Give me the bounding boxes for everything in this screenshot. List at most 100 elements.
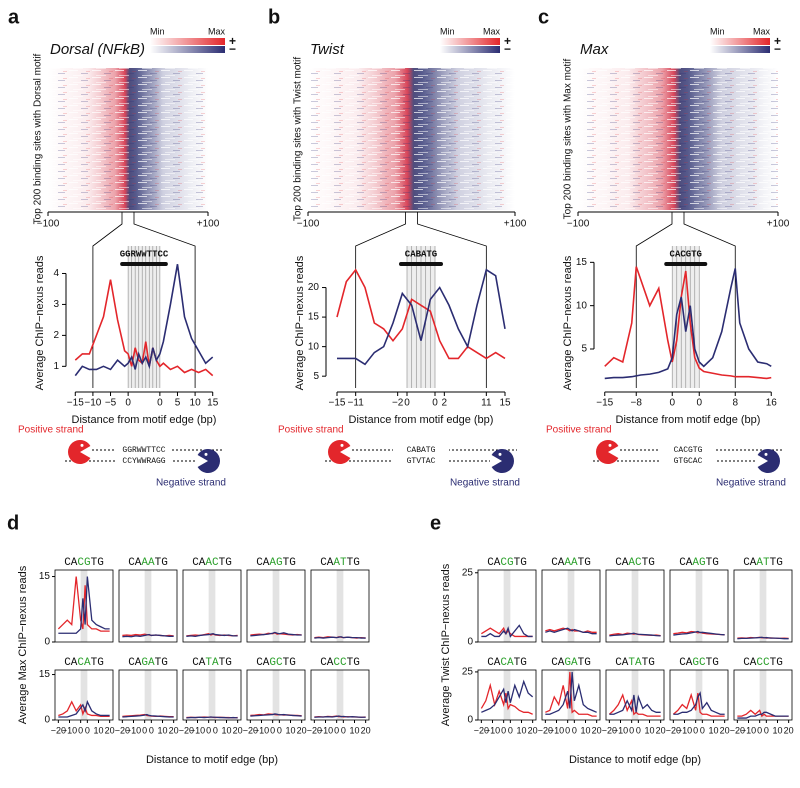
motif-letters: AT (333, 557, 347, 569)
y-axis-label: Average ChIP−nexus reads (294, 255, 306, 390)
x-tick-label: −10 (62, 725, 77, 735)
colorbar-min: Min (440, 26, 455, 36)
series-line (58, 699, 110, 718)
y-tick-label: 25 (462, 567, 474, 578)
y-tick-label: 15 (39, 571, 51, 582)
motif-letters: TG (706, 557, 719, 569)
x-tick-label: 0 (432, 398, 438, 409)
y-axis-label: Average ChIP−nexus reads (562, 255, 574, 390)
motif-title: CAAATG (551, 557, 591, 569)
panel-frame (477, 669, 537, 721)
pacman (596, 440, 619, 464)
y-tick-label: 15 (308, 312, 320, 323)
motif-title: CACGTG (487, 557, 527, 569)
panel-frame (669, 569, 729, 643)
series-line (250, 713, 302, 717)
y-tick-label: 1 (53, 361, 59, 372)
x-tick-label: 15 (499, 398, 511, 409)
motif-band (208, 670, 216, 720)
x-axis-label: Distance to motif edge (bp) (146, 754, 278, 766)
motif-band (503, 570, 511, 642)
x-tick-label: −2 (392, 398, 404, 409)
x-tick-label: 0 (270, 725, 275, 735)
series-line (604, 266, 772, 380)
x-tick-label: 0 (700, 725, 705, 735)
panel-frame (669, 669, 729, 721)
series-line (609, 632, 661, 637)
pacman-eye (764, 452, 768, 456)
series-line (250, 631, 302, 637)
seq-top: GGRWWTTCC (122, 446, 165, 455)
x-tick-label: 10 (580, 725, 590, 735)
panel-frame (182, 569, 242, 643)
motif-title: CAATTG (743, 557, 783, 569)
x-tick-label: −20 (602, 725, 617, 735)
panel-frame (733, 569, 793, 643)
panel-frame (310, 669, 370, 721)
motif-title: CAAATG (128, 557, 168, 569)
panel-label: c (538, 6, 549, 28)
x-tick-label: −20 (666, 725, 681, 735)
series-line (545, 627, 597, 635)
motif-letters: TG (155, 557, 168, 569)
positive-strand-label: Positive strand (278, 425, 344, 436)
x-axis-label: Distance from motif edge (bp) (616, 414, 761, 426)
panel-title: Twist (310, 41, 345, 58)
motif-title: CACATG (487, 657, 527, 669)
positive-strand-label: Positive strand (546, 425, 612, 436)
x-tick-label: 0 (501, 725, 506, 735)
x-tick-label: −10 (318, 725, 333, 735)
panel-frame (54, 569, 114, 643)
panel-frame (541, 669, 601, 721)
motif-letters: TG (91, 557, 104, 569)
x-tick-label: 10 (772, 725, 782, 735)
motif-letters: CC (333, 657, 347, 669)
motif-letters: CC (756, 657, 770, 669)
panel-frame (733, 669, 793, 721)
x-tick-label: +100 (197, 219, 220, 230)
motif-letters: TG (283, 557, 296, 569)
x-tick-label: 20 (720, 725, 730, 735)
motif-letters: TA (205, 657, 219, 669)
colorbar (440, 38, 500, 45)
x-tick-label: −15 (329, 398, 346, 409)
motif-letters: TG (219, 557, 232, 569)
motif-band (336, 670, 344, 720)
x-tick-label: 0 (142, 725, 147, 735)
colorbar-sign: − (504, 42, 511, 56)
panel-frame (54, 669, 114, 721)
y-tick-label: 2 (53, 330, 59, 341)
x-tick-label: −20 (51, 725, 66, 735)
motif-letters: AG (692, 557, 705, 569)
x-tick-label: −100 (567, 219, 590, 230)
panel-frame (541, 569, 601, 643)
x-tick-label: −15 (67, 398, 84, 409)
negative-strand-label: Negative strand (450, 478, 520, 489)
series-line (58, 576, 110, 634)
series-line (480, 682, 533, 715)
motif-band (208, 570, 216, 642)
motif-letters: CA (679, 657, 693, 669)
x-tick-label: −10 (613, 725, 628, 735)
x-tick-label: −10 (126, 725, 141, 735)
y-tick-label: 5 (581, 344, 587, 355)
motif-label: CABATG (405, 249, 437, 259)
x-tick-label: 10 (349, 725, 359, 735)
x-tick-label: 0 (404, 398, 410, 409)
seq-bottom: CCYWWRAGG (122, 457, 165, 466)
motif-band (567, 570, 575, 642)
y-tick-label: 0 (44, 715, 50, 726)
motif-title: CAGATG (551, 657, 591, 669)
x-tick-label: 20 (784, 725, 794, 735)
panel-frame (477, 569, 537, 643)
x-tick-label: −5 (105, 398, 117, 409)
x-tick-label: 5 (175, 398, 181, 409)
x-tick-label: 0 (213, 725, 218, 735)
colorbar (710, 38, 770, 45)
motif-letters: CA (743, 657, 757, 669)
motif-band (759, 570, 767, 642)
x-tick-label: −20 (115, 725, 130, 735)
seq-bottom: GTGCAC (674, 457, 703, 466)
seq-bg (660, 445, 716, 466)
motif-letters: GC (269, 657, 283, 669)
